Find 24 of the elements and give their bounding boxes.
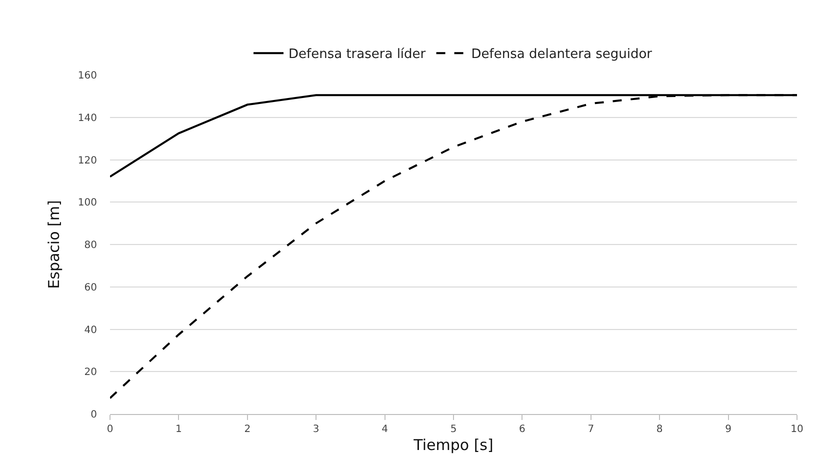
y-tick-label: 100: [78, 198, 97, 209]
x-tick-label: 5: [450, 424, 457, 435]
y-tick-label: 120: [78, 155, 97, 166]
y-tick-label: 40: [84, 324, 97, 336]
legend-label: Defensa delantera seguidor: [471, 47, 653, 62]
x-tick-label: 7: [588, 424, 594, 435]
y-tick-label: 20: [84, 367, 97, 378]
x-axis-title: Tiempo [s]: [412, 436, 494, 454]
y-tick-label: 60: [84, 282, 97, 294]
x-tick-label: 10: [790, 424, 804, 435]
x-tick-label: 3: [312, 424, 320, 435]
x-tick-label: 9: [725, 424, 732, 435]
x-tick-label: 4: [382, 424, 388, 435]
x-tick-label: 1: [176, 424, 182, 435]
x-tick-label: 0: [106, 424, 114, 435]
x-tick-label: 2: [244, 424, 251, 435]
y-tick-label: 140: [78, 112, 97, 124]
y-tick-label: 0: [90, 410, 97, 420]
x-tick-label: 6: [519, 424, 526, 435]
x-tick-label: 8: [656, 424, 663, 435]
legend-label: Defensa trasera líder: [288, 47, 426, 62]
y-axis-title: Espacio [m]: [45, 200, 64, 289]
y-tick-label: 160: [78, 70, 97, 82]
y-tick-label: 80: [84, 240, 97, 251]
